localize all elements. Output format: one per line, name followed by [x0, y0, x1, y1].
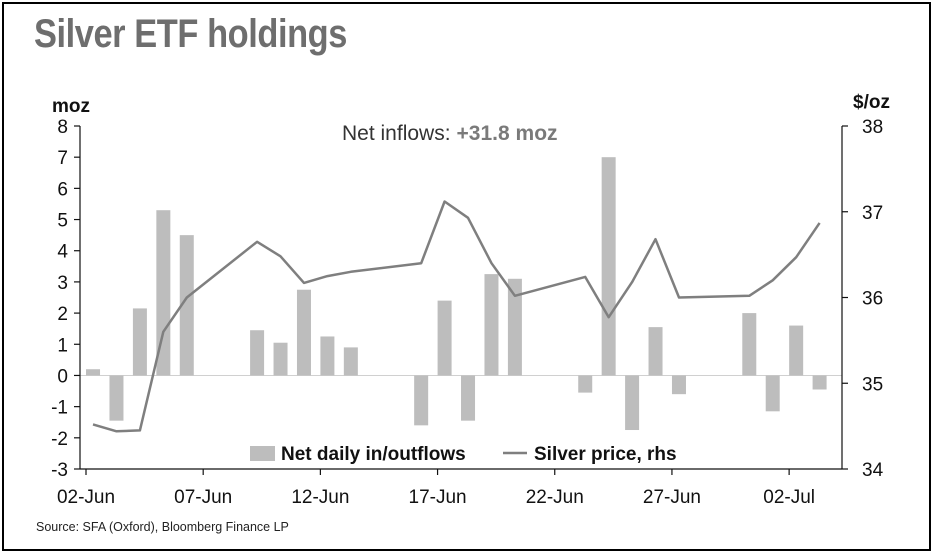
bar-16	[601, 157, 616, 376]
legend-bar-swatch	[250, 446, 275, 461]
bar-1	[109, 375, 124, 421]
bar-7	[296, 289, 311, 376]
right-tick-label-4: 34	[862, 460, 884, 481]
bar-17	[625, 375, 640, 431]
bar-9	[343, 347, 358, 376]
bar-2	[132, 308, 147, 376]
left-tick-label-1: 7	[57, 148, 68, 169]
left-tick-label-8: 0	[57, 366, 68, 387]
bar-23	[812, 375, 827, 390]
bar-20	[742, 313, 757, 376]
axis-layer: 8 7 6 5 4 3 2 1 0 -1 -2 -3 38 37 36 35 34 02-Jun 07-Jun 12-…	[51, 117, 883, 508]
right-tick-label-0: 38	[862, 117, 883, 138]
right-tick-label-1: 37	[862, 203, 883, 224]
left-tick-label-5: 3	[57, 273, 68, 294]
x-tick-label-0: 02-Jun	[57, 487, 115, 508]
x-tick-label-6: 02-Jul	[763, 487, 815, 508]
left-tick-label-9: -1	[51, 398, 68, 419]
x-tick-label-1: 07-Jun	[174, 487, 232, 508]
legend: Net daily in/outflows Silver price, rhs	[250, 444, 677, 465]
bar-0	[86, 369, 101, 376]
bar-14	[507, 278, 522, 376]
bar-21	[765, 375, 780, 412]
bar-15	[578, 375, 593, 393]
left-tick-label-10: -2	[51, 429, 68, 450]
annotation-value: +31.8 moz	[457, 122, 558, 145]
legend-line-label: Silver price, rhs	[534, 444, 677, 465]
bar-18	[648, 327, 663, 376]
left-tick-label-2: 6	[57, 179, 68, 200]
bar-13	[484, 274, 499, 376]
bar-5	[250, 330, 265, 376]
bar-8	[320, 336, 335, 376]
right-tick-label-2: 36	[862, 289, 883, 310]
silver-price-line	[92, 200, 821, 433]
net-inflows-annotation: Net inflows: +31.8 moz	[342, 122, 558, 145]
source-note: Source: SFA (Oxford), Bloomberg Finance …	[36, 520, 289, 534]
right-tick-label-3: 35	[862, 374, 883, 395]
left-tick-label-0: 8	[57, 117, 68, 138]
x-tick-label-2: 12-Jun	[291, 487, 349, 508]
bar-series-layer	[86, 157, 827, 431]
bar-11	[437, 300, 452, 376]
bar-12	[461, 375, 476, 421]
x-tick-label-3: 17-Jun	[409, 487, 467, 508]
x-tick-label-4: 22-Jun	[526, 487, 584, 508]
bar-4	[179, 235, 194, 376]
left-tick-label-7: 1	[57, 335, 68, 356]
bar-6	[273, 342, 288, 376]
left-tick-label-3: 5	[57, 211, 68, 232]
bar-3	[156, 210, 171, 376]
left-tick-label-6: 2	[57, 304, 68, 325]
legend-bars-label: Net daily in/outflows	[281, 444, 466, 465]
chart-title: Silver ETF holdings	[34, 12, 347, 56]
left-tick-label-11: -3	[51, 460, 68, 481]
left-axis-unit: moz	[52, 96, 90, 117]
left-tick-label-4: 4	[57, 242, 68, 263]
bar-22	[789, 325, 804, 376]
price-line-layer	[92, 200, 821, 433]
annotation-label: Net inflows:	[342, 122, 451, 145]
bar-10	[414, 375, 429, 426]
x-tick-label-5: 27-Jun	[643, 487, 701, 508]
bar-19	[671, 375, 686, 395]
right-axis-unit: $/oz	[853, 92, 890, 113]
